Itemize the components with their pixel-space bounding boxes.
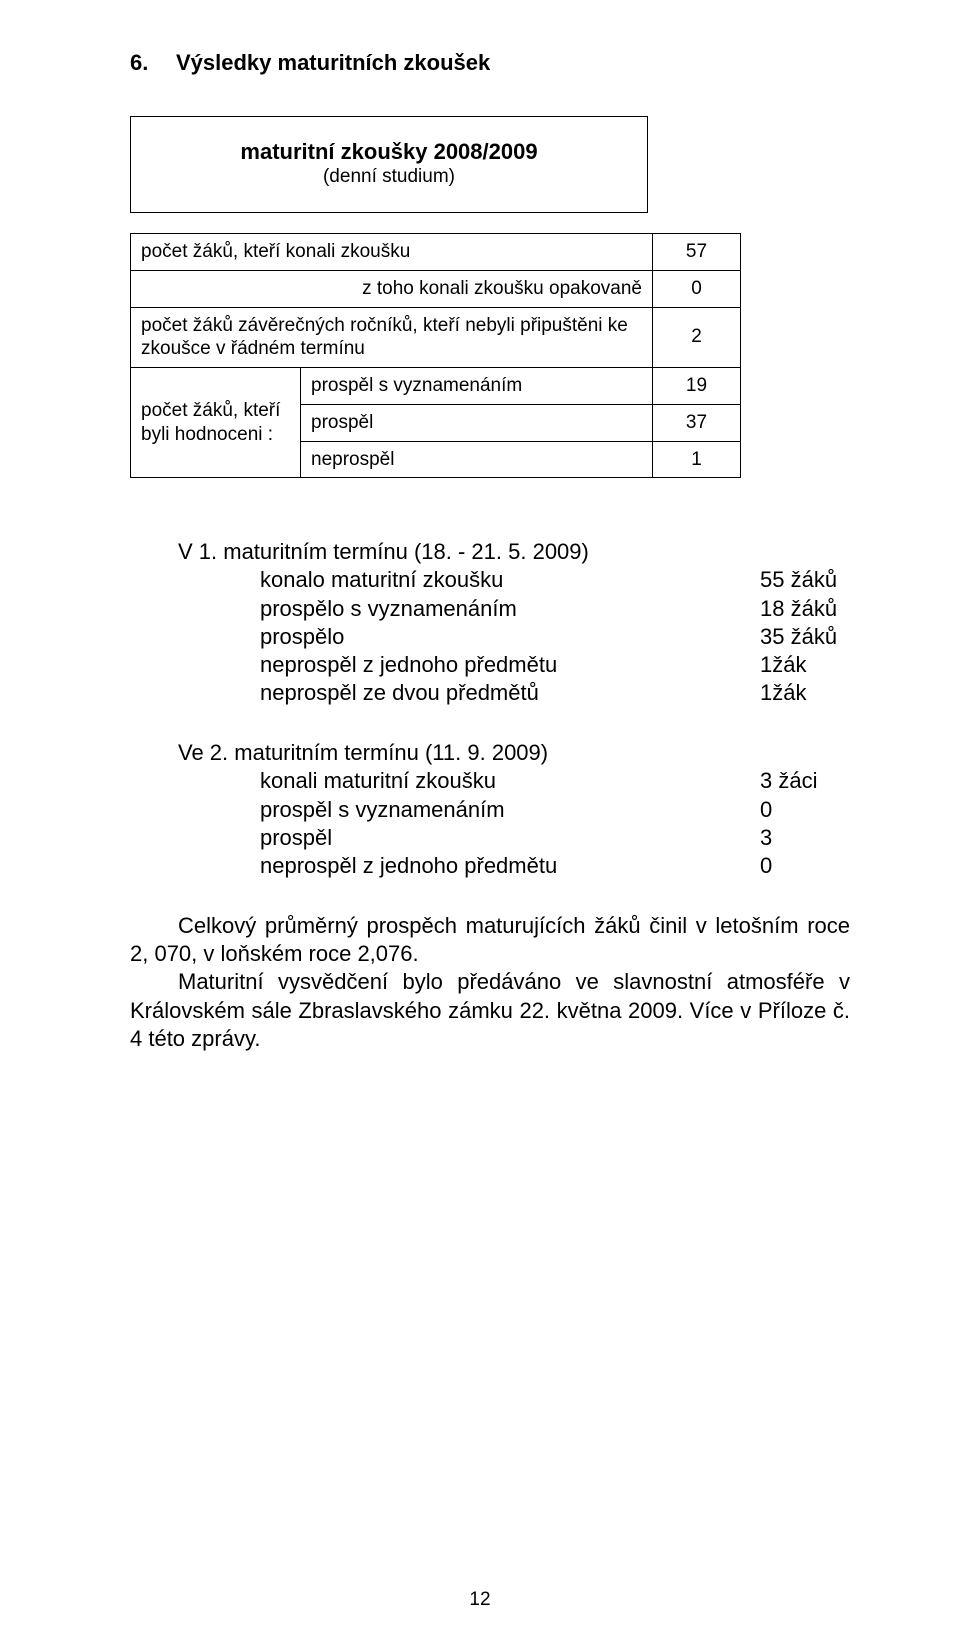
list-item: prospěl s vyznamenáním0: [260, 796, 850, 824]
table-cell-label: počet žáků závěrečných ročníků, kteří ne…: [131, 307, 653, 368]
list-item: neprospěl z jednoho předmětu1žák: [260, 651, 850, 679]
list-item: konali maturitní zkoušku3 žáci: [260, 767, 850, 795]
summary-paragraphs: Celkový průměrný prospěch maturujících ž…: [130, 912, 850, 1053]
term1-rows: konalo maturitní zkoušku55 žáků prospělo…: [130, 566, 850, 707]
results-table: počet žáků, kteří konali zkoušku 57 z to…: [130, 233, 741, 478]
list-item: konalo maturitní zkoušku55 žáků: [260, 566, 850, 594]
row-label: prospělo s vyznamenáním: [260, 595, 760, 623]
row-label: neprospěl z jednoho předmětu: [260, 852, 760, 880]
list-item: prospěl3: [260, 824, 850, 852]
table-cell-value: 57: [653, 234, 741, 271]
table-cell-value: 1: [653, 441, 741, 478]
row-value: 0: [760, 852, 850, 880]
term1-heading: V 1. maturitním termínu (18. - 21. 5. 20…: [130, 538, 850, 566]
title-box: maturitní zkoušky 2008/2009 (denní studi…: [130, 116, 648, 213]
row-label: neprospěl ze dvou předmětů: [260, 679, 760, 707]
table-cell-value: 0: [653, 270, 741, 307]
table-cell-label: prospěl s vyznamenáním: [301, 368, 653, 405]
table-cell-value: 2: [653, 307, 741, 368]
table-cell-label: neprospěl: [301, 441, 653, 478]
list-item: prospělo s vyznamenáním18 žáků: [260, 595, 850, 623]
term2-block: Ve 2. maturitním termínu (11. 9. 2009) k…: [130, 739, 850, 880]
table-group-label: počet žáků, kteří byli hodnoceni :: [131, 368, 301, 478]
page-number: 12: [0, 1589, 960, 1611]
box-subtitle: (denní studium): [149, 165, 629, 190]
table-row: počet žáků, kteří byli hodnoceni : prosp…: [131, 368, 741, 405]
row-label: prospělo: [260, 623, 760, 651]
table-cell-label: z toho konali zkoušku opakovaně: [131, 270, 653, 307]
section-heading: 6.Výsledky maturitních zkoušek: [130, 50, 850, 76]
row-value: 55 žáků: [760, 566, 850, 594]
table-row: z toho konali zkoušku opakovaně 0: [131, 270, 741, 307]
row-label: neprospěl z jednoho předmětu: [260, 651, 760, 679]
table-cell-value: 19: [653, 368, 741, 405]
row-label: prospěl: [260, 824, 760, 852]
table-cell-label: počet žáků, kteří konali zkoušku: [131, 234, 653, 271]
row-value: 3: [760, 824, 850, 852]
row-value: 1žák: [760, 651, 850, 679]
term2-heading: Ve 2. maturitním termínu (11. 9. 2009): [130, 739, 850, 767]
table-row: počet žáků, kteří konali zkoušku 57: [131, 234, 741, 271]
row-value: 18 žáků: [760, 595, 850, 623]
term1-block: V 1. maturitním termínu (18. - 21. 5. 20…: [130, 538, 850, 707]
page: 6.Výsledky maturitních zkoušek maturitní…: [0, 0, 960, 1639]
row-value: 0: [760, 796, 850, 824]
paragraph: Maturitní vysvědčení bylo předáváno ve s…: [130, 968, 850, 1052]
row-value: 1žák: [760, 679, 850, 707]
table-cell-label: prospěl: [301, 404, 653, 441]
row-value: 3 žáci: [760, 767, 850, 795]
row-label: konali maturitní zkoušku: [260, 767, 760, 795]
row-value: 35 žáků: [760, 623, 850, 651]
row-label: konalo maturitní zkoušku: [260, 566, 760, 594]
row-label: prospěl s vyznamenáním: [260, 796, 760, 824]
heading-text: Výsledky maturitních zkoušek: [176, 50, 490, 75]
list-item: prospělo35 žáků: [260, 623, 850, 651]
list-item: neprospěl ze dvou předmětů1žák: [260, 679, 850, 707]
table-row: počet žáků závěrečných ročníků, kteří ne…: [131, 307, 741, 368]
box-title: maturitní zkoušky 2008/2009: [149, 139, 629, 165]
list-item: neprospěl z jednoho předmětu0: [260, 852, 850, 880]
heading-number: 6.: [130, 50, 176, 76]
term2-rows: konali maturitní zkoušku3 žáci prospěl s…: [130, 767, 850, 880]
paragraph: Celkový průměrný prospěch maturujících ž…: [130, 912, 850, 968]
table-cell-value: 37: [653, 404, 741, 441]
